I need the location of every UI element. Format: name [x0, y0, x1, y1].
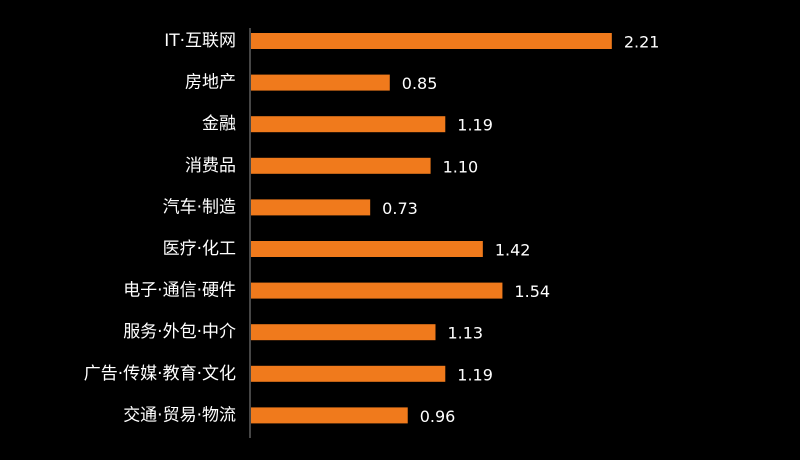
- bar: [251, 241, 483, 257]
- category-label: 消费品: [185, 156, 236, 176]
- category-label: 金融: [202, 114, 236, 134]
- category-label: 服务·外包·中介: [123, 322, 236, 342]
- category-label: IT·互联网: [164, 31, 236, 51]
- bar: [251, 116, 446, 133]
- value-label: 0.73: [382, 199, 418, 218]
- value-label: 1.42: [495, 241, 531, 260]
- bar: [251, 33, 612, 49]
- category-label: 医疗·化工: [163, 239, 236, 259]
- category-label: 房地产: [185, 73, 236, 93]
- value-label: 0.96: [420, 407, 456, 426]
- category-label: 交通·贸易·物流: [123, 405, 236, 425]
- value-label: 1.13: [447, 324, 483, 343]
- value-labels-group: 2.21 0.85 1.19 1.10 0.73 1.42 1.54 1.13 1.19 0.96: [382, 33, 659, 426]
- bars-group: [251, 33, 612, 424]
- value-label: 1.19: [457, 116, 493, 135]
- bar: [251, 157, 431, 174]
- category-label: 电子·通信·硬件: [123, 281, 236, 301]
- value-label: 1.54: [514, 282, 550, 301]
- category-label: 广告·传媒·教育·文化: [84, 364, 236, 384]
- value-label: 1.10: [443, 157, 479, 176]
- bar: [251, 407, 408, 424]
- bar: [251, 282, 503, 299]
- category-label: 汽车·制造: [163, 197, 236, 217]
- value-label: 2.21: [624, 33, 660, 52]
- value-label: 0.85: [402, 74, 438, 93]
- bar: [251, 365, 446, 382]
- category-labels-group: IT·互联网房地产金融消费品汽车·制造医疗·化工电子·通信·硬件服务·外包·中介…: [84, 31, 236, 425]
- bar: [251, 199, 371, 216]
- bar: [251, 74, 390, 91]
- bar: [251, 324, 436, 341]
- value-label: 1.19: [457, 365, 493, 384]
